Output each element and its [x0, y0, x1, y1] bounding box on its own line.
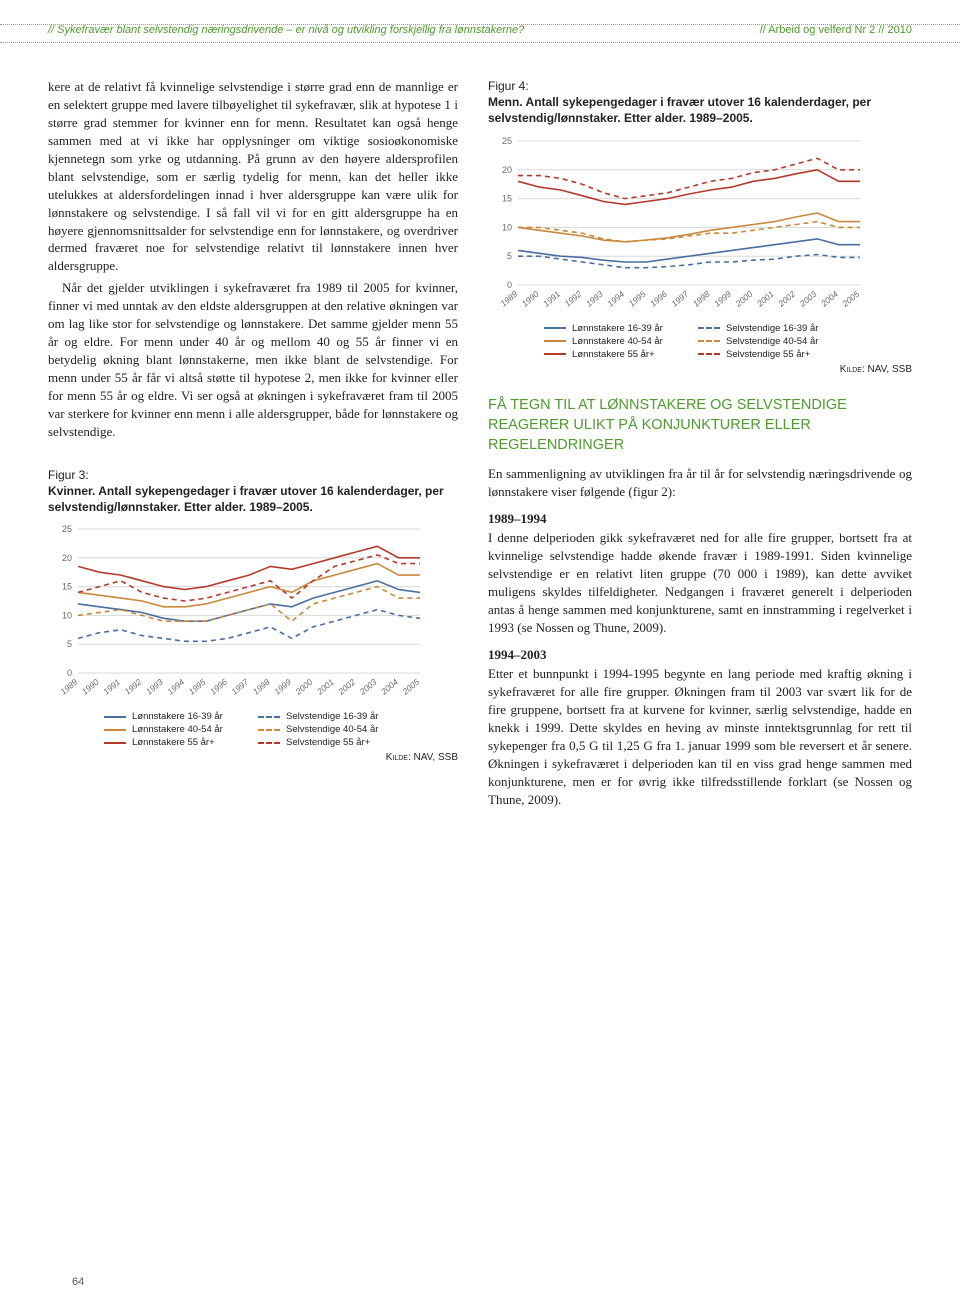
svg-text:1998: 1998 [691, 288, 712, 308]
svg-text:25: 25 [502, 136, 512, 146]
svg-text:1993: 1993 [144, 677, 165, 697]
leg4-l3: Lønnstakere 55 år+ [572, 349, 655, 360]
svg-text:1991: 1991 [541, 288, 562, 308]
svg-text:2003: 2003 [357, 677, 379, 698]
svg-text:5: 5 [507, 251, 512, 261]
body-para-5: Etter et bunnpunkt i 1994-1995 begynte e… [488, 665, 912, 809]
leg-l2: Lønnstakere 40-54 år [132, 724, 223, 735]
figure-4: Figur 4: Menn. Antall sykepengedager i f… [488, 78, 912, 375]
svg-text:2004: 2004 [378, 677, 400, 698]
fig4-legend: Lønnstakere 16-39 år Selvstendige 16-39 … [544, 323, 844, 360]
leg-l3: Lønnstakere 55 år+ [132, 737, 215, 748]
svg-text:15: 15 [502, 193, 512, 203]
svg-text:1997: 1997 [669, 288, 690, 308]
svg-text:1990: 1990 [520, 288, 541, 308]
page-number: 64 [72, 1276, 84, 1288]
leg4-s2: Selvstendige 40-54 år [726, 336, 818, 347]
svg-text:1989: 1989 [498, 288, 519, 308]
svg-text:5: 5 [67, 640, 72, 650]
leg4-s1: Selvstendige 16-39 år [726, 323, 818, 334]
fig4-source: Kilde: NAV, SSB [488, 364, 912, 375]
svg-text:1990: 1990 [80, 677, 101, 697]
body-para-3: En sammenligning av utviklingen fra år t… [488, 465, 912, 501]
svg-text:1989: 1989 [58, 677, 79, 697]
svg-text:2002: 2002 [775, 288, 797, 309]
header-right: // Arbeid og velferd Nr 2 // 2010 [760, 24, 912, 36]
svg-text:1991: 1991 [101, 677, 122, 697]
svg-text:2002: 2002 [335, 677, 357, 698]
svg-text:0: 0 [507, 280, 512, 290]
fig3-chart: 0510152025198919901991199219931994199519… [48, 523, 458, 763]
leg4-s3: Selvstendige 55 år+ [726, 349, 810, 360]
svg-text:1999: 1999 [712, 288, 733, 308]
svg-text:2005: 2005 [400, 677, 422, 698]
svg-text:2000: 2000 [733, 288, 755, 309]
svg-text:1995: 1995 [187, 677, 208, 697]
fig3-source: Kilde: NAV, SSB [48, 752, 458, 763]
header-left: // Sykefravær blant selvstendig næringsd… [48, 24, 524, 36]
svg-text:2005: 2005 [840, 288, 862, 309]
right-column: Figur 4: Menn. Antall sykepengedager i f… [488, 78, 912, 808]
svg-text:0: 0 [67, 668, 72, 678]
svg-text:20: 20 [62, 553, 72, 563]
svg-text:1996: 1996 [208, 677, 229, 697]
svg-text:1994: 1994 [605, 288, 626, 308]
fig3-label: Figur 3: [48, 468, 89, 482]
svg-text:1997: 1997 [229, 677, 250, 697]
fig3-legend: Lønnstakere 16-39 år Selvstendige 16-39 … [104, 711, 404, 748]
figure-3: Figur 3: Kvinner. Antall sykepengedager … [48, 467, 458, 764]
subhead-1994: 1994–2003 [488, 647, 912, 663]
fig4-title: Menn. Antall sykepengedager i fravær uto… [488, 95, 871, 125]
svg-text:2001: 2001 [314, 677, 336, 698]
fig4-chart: 0510152025198919901991199219931994199519… [488, 135, 912, 375]
page: // Sykefravær blant selvstendig næringsd… [0, 0, 960, 1314]
section-heading: FÅ TEGN TIL AT LØNNSTAKERE OG SELVSTENDI… [488, 395, 912, 456]
svg-text:1996: 1996 [648, 288, 669, 308]
leg-s3: Selvstendige 55 år+ [286, 737, 370, 748]
svg-text:10: 10 [502, 222, 512, 232]
running-header: // Sykefravær blant selvstendig næringsd… [48, 24, 912, 36]
svg-text:1999: 1999 [272, 677, 293, 697]
svg-text:1995: 1995 [627, 288, 648, 308]
svg-text:2000: 2000 [293, 677, 315, 698]
svg-text:1998: 1998 [251, 677, 272, 697]
svg-text:20: 20 [502, 164, 512, 174]
svg-text:2001: 2001 [754, 288, 776, 309]
svg-text:1992: 1992 [562, 288, 583, 308]
svg-text:25: 25 [62, 524, 72, 534]
svg-text:1993: 1993 [584, 288, 605, 308]
leg-l1: Lønnstakere 16-39 år [132, 711, 223, 722]
body-para-4: I denne delperioden gikk sykefraværet ne… [488, 529, 912, 637]
svg-text:2003: 2003 [797, 288, 819, 309]
leg-s2: Selvstendige 40-54 år [286, 724, 378, 735]
svg-text:10: 10 [62, 611, 72, 621]
svg-text:2004: 2004 [818, 288, 840, 309]
leg4-l2: Lønnstakere 40-54 år [572, 336, 663, 347]
subhead-1989: 1989–1994 [488, 511, 912, 527]
fig3-title: Kvinner. Antall sykepengedager i fravær … [48, 484, 444, 514]
body-para-2: Når det gjelder utviklingen i sykefravær… [48, 279, 458, 440]
fig4-label: Figur 4: [488, 79, 529, 93]
left-column: kere at de relativt få kvinnelige selvst… [48, 78, 458, 808]
svg-text:15: 15 [62, 582, 72, 592]
body-para-1: kere at de relativt få kvinnelige selvst… [48, 78, 458, 275]
leg4-l1: Lønnstakere 16-39 år [572, 323, 663, 334]
svg-text:1992: 1992 [122, 677, 143, 697]
svg-text:1994: 1994 [165, 677, 186, 697]
leg-s1: Selvstendige 16-39 år [286, 711, 378, 722]
